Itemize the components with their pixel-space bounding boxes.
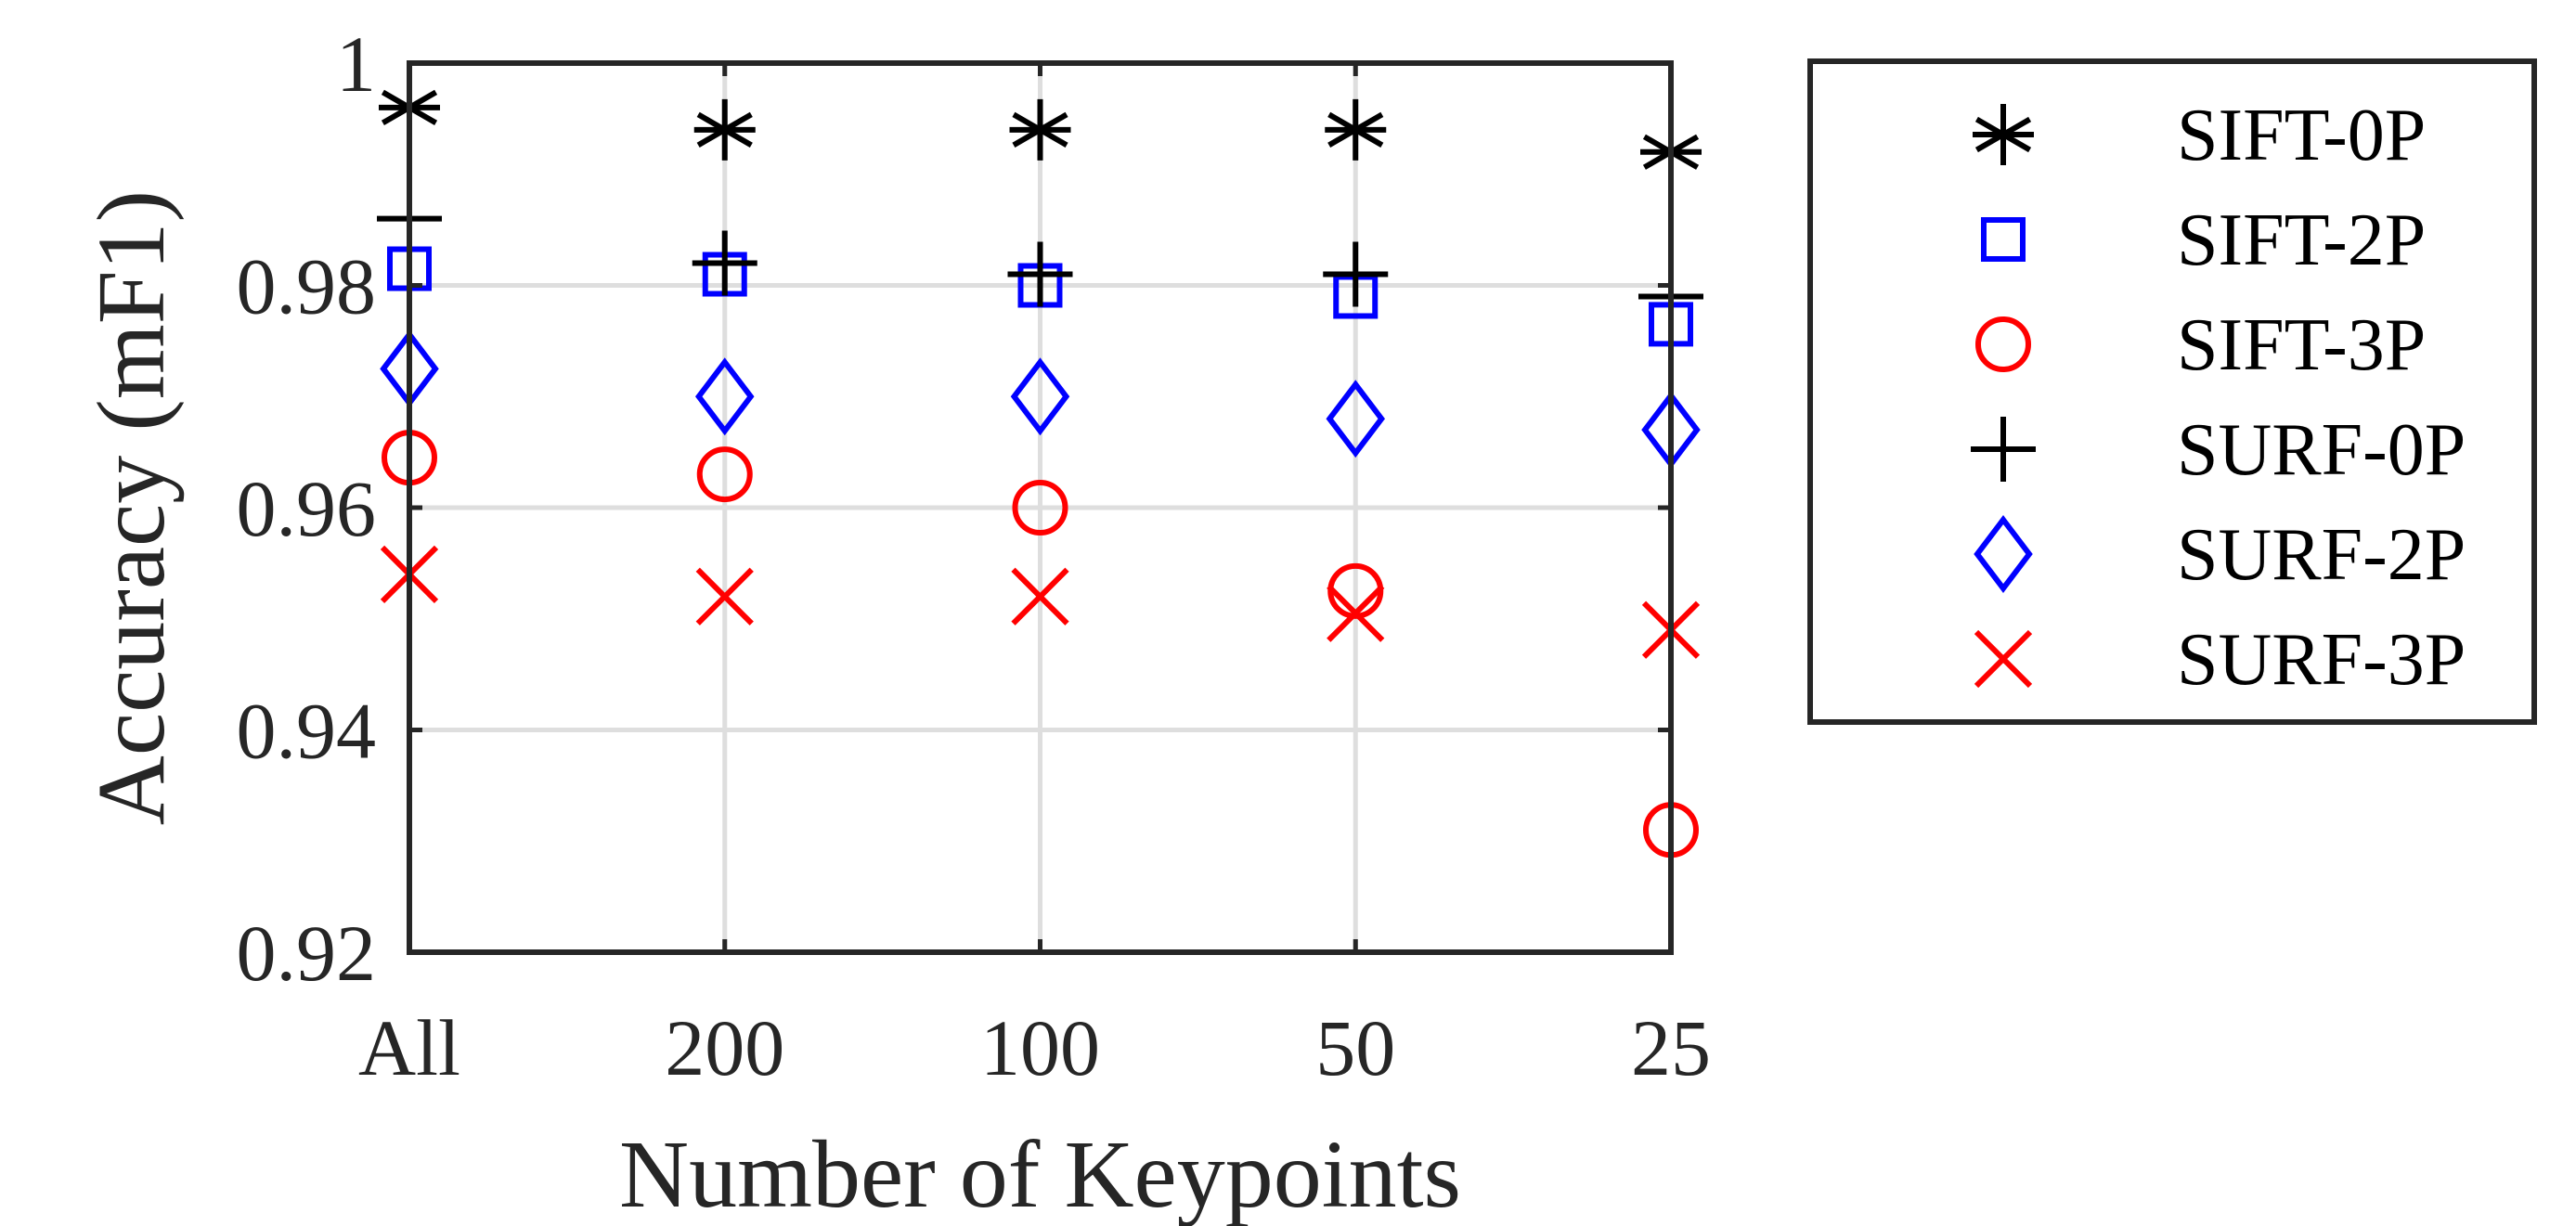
- data-point: [1326, 380, 1386, 458]
- y-tick-label: 0.94: [237, 687, 377, 776]
- x-tick-labels: All 200 100 50 25: [358, 1003, 1711, 1092]
- legend-label: SIFT-0P: [2177, 95, 2426, 176]
- y-tick-label: 0.96: [237, 464, 377, 553]
- legend-item: SIFT-2P: [1981, 200, 2426, 281]
- legend-label: SIFT-3P: [2177, 304, 2426, 386]
- legend-marker: [1971, 417, 2036, 482]
- data-point: [1325, 98, 1387, 161]
- legend-marker: [1973, 104, 2034, 165]
- legend-marker: [1975, 316, 2031, 372]
- data-point: [1012, 480, 1068, 536]
- axis-ticks: [407, 60, 1674, 955]
- legend-item: SURF-0P: [1971, 409, 2466, 491]
- x-tick-label: 100: [980, 1003, 1100, 1092]
- grid: [407, 60, 1674, 955]
- legend-item: SIFT-3P: [1975, 304, 2426, 386]
- y-tick-labels: 0.92 0.94 0.96 0.98 1: [237, 19, 377, 998]
- data-point: [1327, 584, 1385, 642]
- data-point: [694, 357, 755, 436]
- data-point: [1009, 98, 1071, 161]
- x-tick-label: 25: [1631, 1003, 1711, 1092]
- y-tick-label: 0.92: [237, 909, 377, 998]
- data-point: [692, 230, 757, 296]
- legend-label: SURF-3P: [2177, 619, 2466, 701]
- x-tick-label: All: [358, 1003, 460, 1092]
- data-point: [695, 567, 754, 626]
- y-axis-title: Accuracy (mF1): [78, 190, 185, 825]
- data-point: [693, 98, 756, 161]
- data-point: [696, 446, 753, 503]
- legend: SIFT-0P SIFT-2P SIFT-3P SURF-0P SURF-2P SURF-…: [1807, 58, 2537, 725]
- data-point: [1011, 567, 1069, 626]
- y-tick-label: 1: [336, 19, 376, 109]
- x-tick-label: 50: [1315, 1003, 1395, 1092]
- legend-label: SURF-0P: [2177, 409, 2466, 491]
- x-axis-title: Number of Keypoints: [619, 1121, 1461, 1226]
- legend-marker: [1981, 217, 2026, 262]
- legend-marker: [1974, 515, 2033, 593]
- legend-label: SIFT-2P: [2177, 200, 2426, 281]
- data-point: [1010, 357, 1070, 436]
- y-tick-label: 0.98: [237, 242, 377, 331]
- legend-item: SURF-2P: [1974, 514, 2466, 596]
- legend-box: [1807, 58, 2537, 725]
- x-tick-label: 200: [665, 1003, 784, 1092]
- legend-marker: [1974, 629, 2033, 689]
- data-point: [1323, 241, 1389, 307]
- legend-label: SURF-2P: [2177, 514, 2466, 596]
- legend-item: SIFT-0P: [1973, 95, 2426, 176]
- legend-item: SURF-3P: [1974, 619, 2466, 701]
- data-point: [1007, 241, 1073, 307]
